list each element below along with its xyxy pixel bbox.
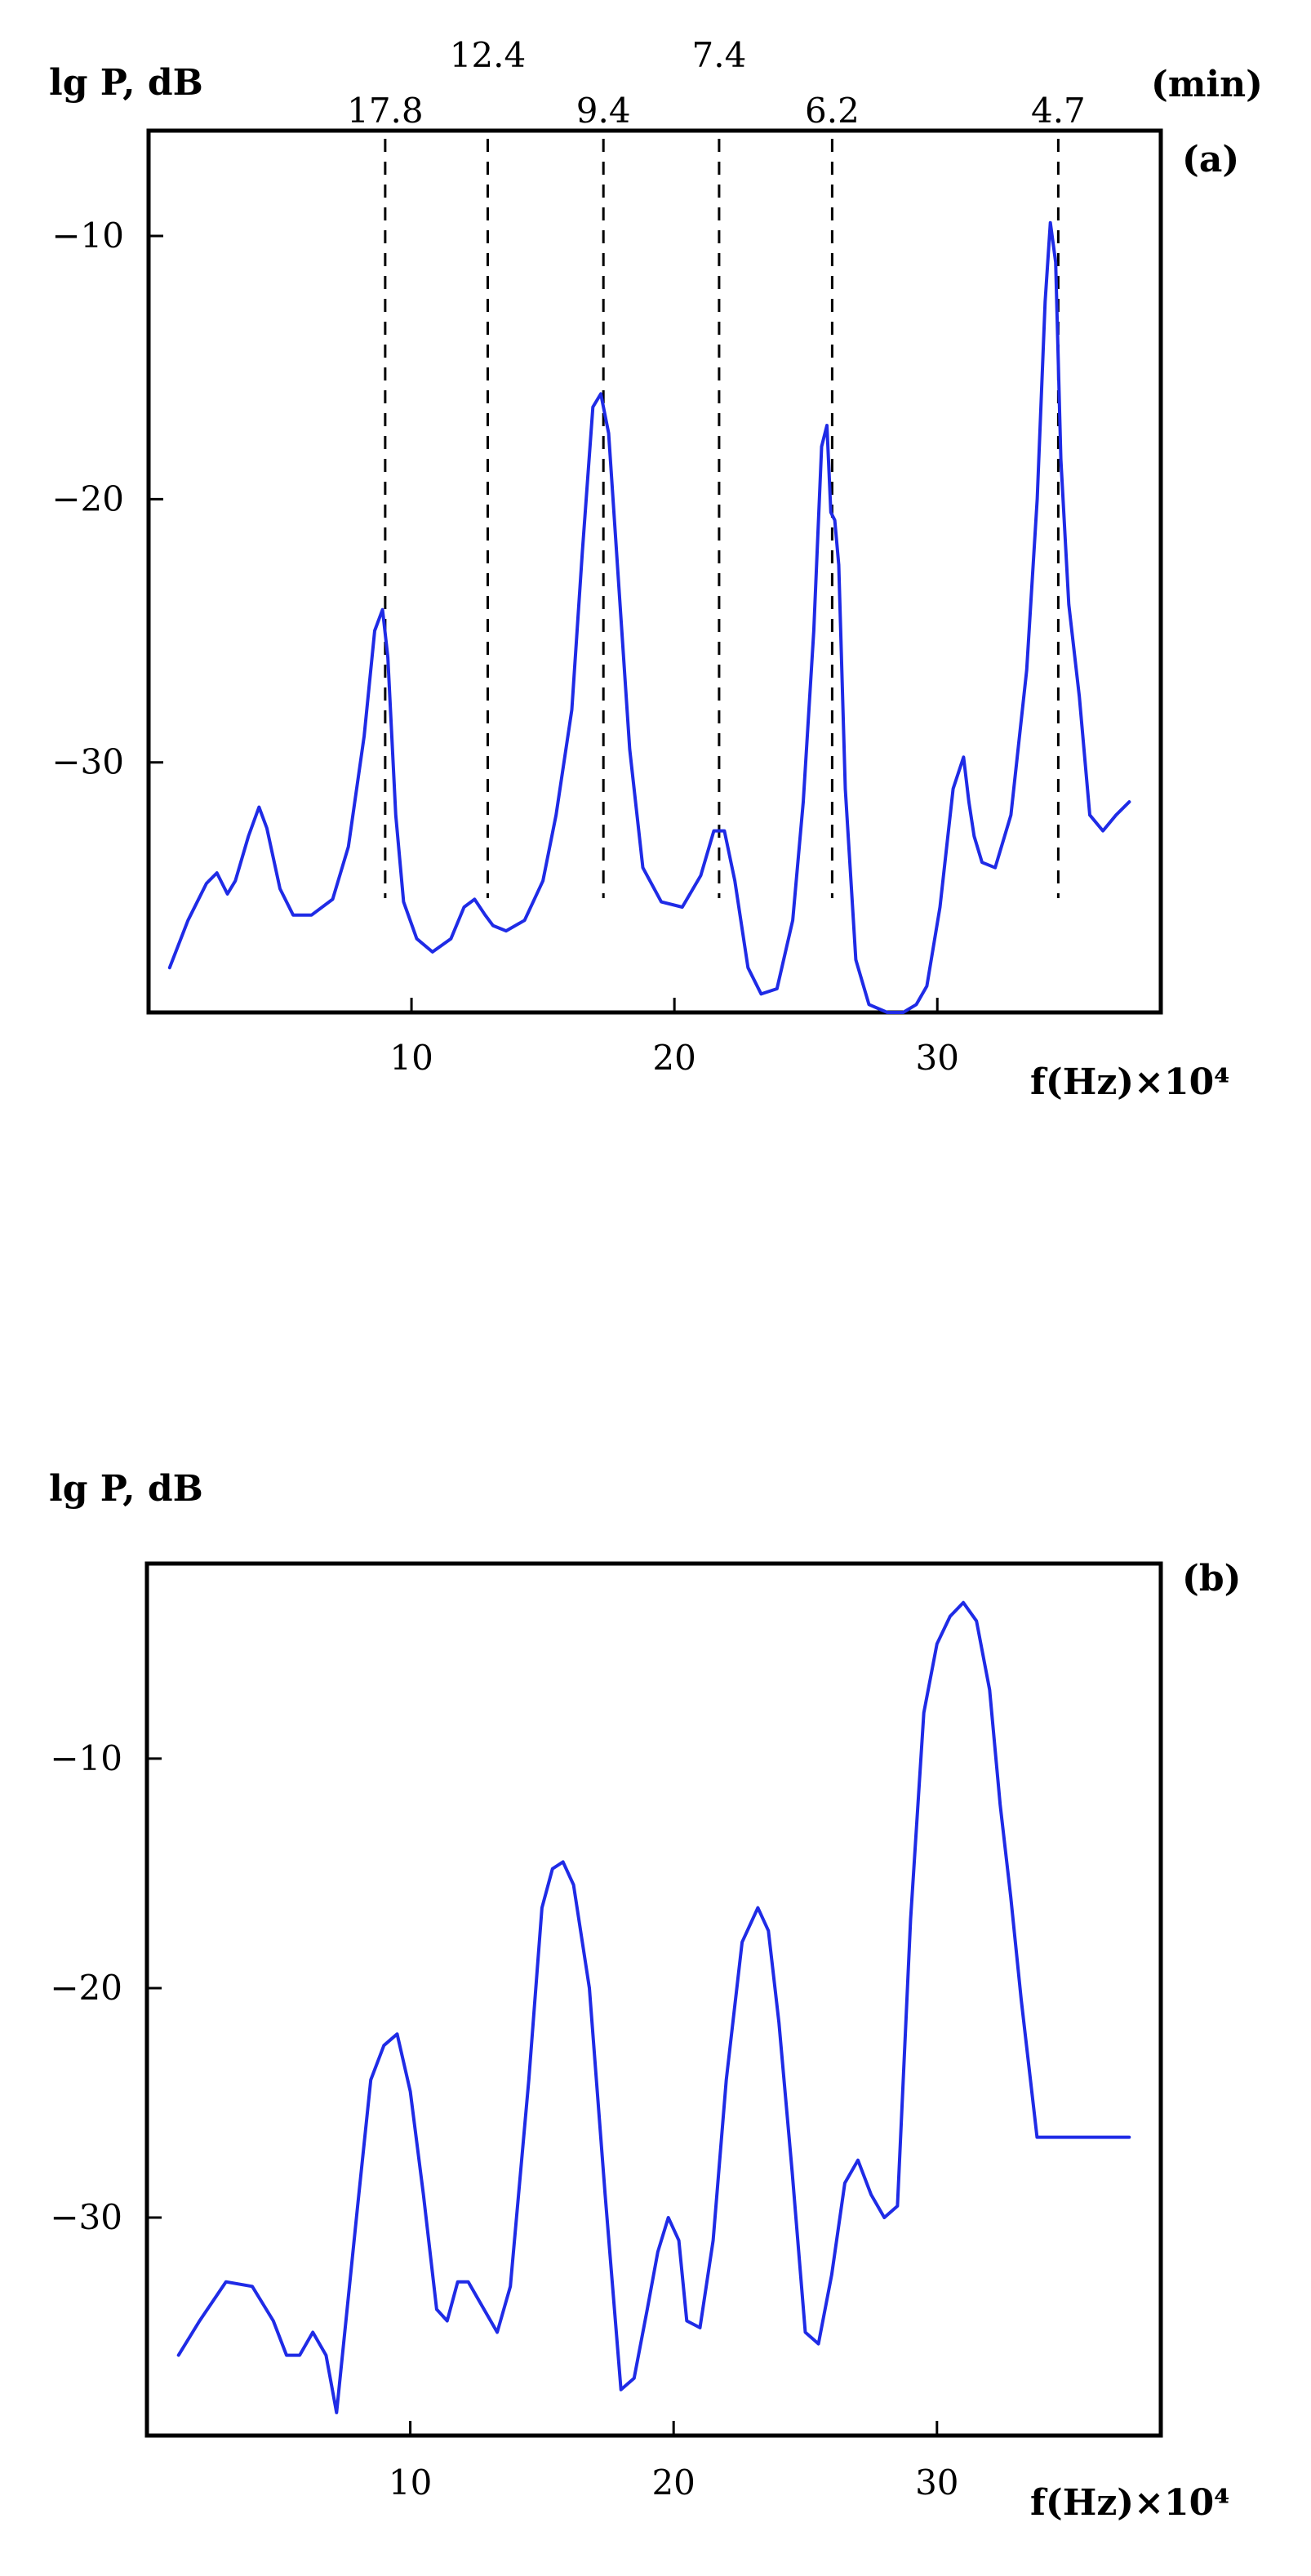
panel-a-xlabel: f(Hz)×10⁴ (1030, 1061, 1230, 1103)
panel-a-ylabel: lg P, dB (49, 62, 203, 104)
panel-b-label: (b) (1182, 1558, 1241, 1599)
x-tick-label: 10 (389, 1038, 433, 1078)
y-tick-label: −30 (50, 2197, 122, 2237)
panel-b-xlabel: f(Hz)×10⁴ (1030, 2482, 1230, 2524)
period-marker-label: 12.4 (450, 35, 527, 75)
x-tick-label: 30 (916, 1038, 959, 1078)
period-marker-label: 7.4 (692, 35, 747, 75)
panel-b: lg P, dB (b) f(Hz)×10⁴ 10 20 30 −10 −20 −30 (49, 1468, 1241, 2524)
panel-a: lg P, dB (min) (a) f(Hz)×10⁴ 17.8 12.4 9.4… (49, 35, 1263, 1103)
panel-b-ticks: 10 20 30 −10 −20 −30 (50, 1738, 958, 2503)
panel-a-ticks: 10 20 30 −10 −20 −30 (51, 216, 959, 1078)
period-marker-label: 4.7 (1031, 91, 1086, 131)
panel-a-spectrum-line (167, 220, 1131, 1014)
y-tick-label: −20 (51, 478, 124, 518)
x-tick-label: 30 (915, 2463, 958, 2503)
panel-a-period-markers: 17.8 12.4 9.4 7.4 6.2 4.7 (347, 35, 1086, 898)
panel-a-top-unit: (min) (1151, 64, 1263, 105)
period-marker-label: 17.8 (347, 91, 424, 131)
period-marker-label: 6.2 (805, 91, 860, 131)
panel-b-ylabel: lg P, dB (49, 1468, 203, 1510)
x-tick-label: 20 (651, 2463, 695, 2503)
y-tick-label: −10 (50, 1738, 122, 1778)
panel-a-frame (146, 128, 1163, 1015)
x-tick-label: 10 (389, 2463, 432, 2503)
x-tick-label: 20 (652, 1038, 695, 1078)
y-tick-label: −10 (51, 216, 124, 256)
y-tick-label: −30 (51, 742, 124, 782)
panel-b-frame (144, 1561, 1163, 2438)
period-marker-label: 9.4 (576, 91, 631, 131)
y-tick-label: −20 (50, 1968, 122, 2008)
panel-a-label: (a) (1182, 139, 1239, 180)
panel-b-spectrum-line (176, 1600, 1131, 2414)
